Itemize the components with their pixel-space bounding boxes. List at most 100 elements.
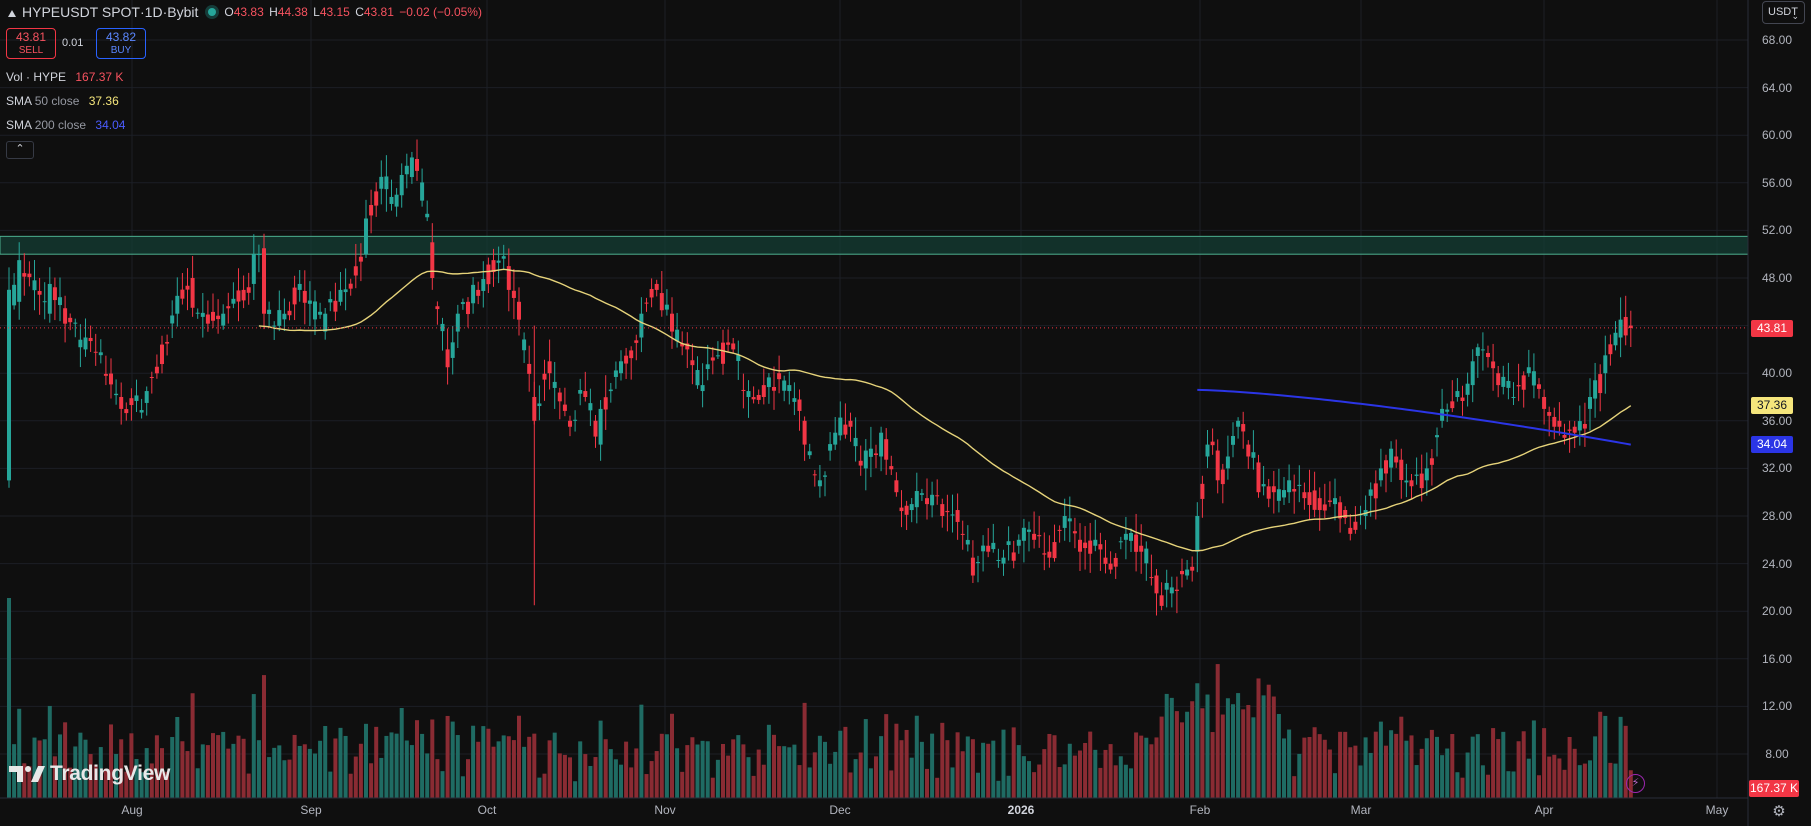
- volume-bar: [970, 739, 975, 798]
- volume-bar: [624, 741, 629, 798]
- volume-bar: [1129, 768, 1133, 798]
- lightning-icon[interactable]: ⚡: [1626, 774, 1645, 793]
- volume-bar: [251, 694, 256, 798]
- collapse-legend-icon[interactable]: [0, 4, 22, 20]
- volume-bar: [358, 743, 363, 798]
- spread-value: 0.01: [62, 37, 84, 49]
- candle-body: [307, 300, 312, 304]
- volume-bar: [904, 729, 909, 798]
- indicator-volume[interactable]: Vol · HYPE 167.37 K: [6, 70, 124, 84]
- volume-bar: [894, 723, 899, 798]
- volume-bar: [78, 732, 83, 798]
- candle-body: [1511, 397, 1516, 398]
- price-tick: 28.00: [1761, 509, 1793, 523]
- candle-body: [914, 491, 919, 508]
- volume-bar: [1287, 729, 1292, 798]
- sell-button[interactable]: 43.81 SELL: [6, 28, 56, 59]
- candle-body: [88, 337, 93, 342]
- volume-bar: [1016, 745, 1021, 798]
- tradingview-logo[interactable]: TradingView: [9, 762, 170, 786]
- volume-bar: [231, 743, 236, 798]
- candle-body: [440, 323, 445, 332]
- volume-bar: [1348, 747, 1353, 798]
- candle-body: [741, 389, 746, 391]
- volume-bar: [1582, 763, 1587, 798]
- candle-body: [175, 295, 180, 314]
- sep-1: ·: [140, 4, 145, 20]
- volume-bar: [522, 746, 527, 798]
- candle-body: [823, 475, 827, 477]
- candle-body: [976, 562, 980, 564]
- indicator-sma50[interactable]: SMA 50 close 37.36: [6, 94, 119, 108]
- candle-body: [394, 194, 399, 207]
- candle-body: [1312, 490, 1317, 510]
- volume-bar: [721, 744, 725, 798]
- candle-body: [190, 278, 195, 308]
- settings-gear-icon[interactable]: ⚙: [1772, 803, 1786, 820]
- volume-bar: [588, 765, 593, 798]
- candle-body: [149, 377, 154, 379]
- candle-body: [1057, 529, 1062, 531]
- volume-bar: [1282, 738, 1286, 798]
- candle-body: [578, 390, 583, 394]
- candle-body: [1338, 502, 1343, 519]
- candle-body: [1547, 412, 1552, 416]
- price-tick: 64.00: [1761, 80, 1793, 95]
- volume-bar: [445, 715, 450, 798]
- buy-button[interactable]: 43.82 BUY: [96, 28, 146, 59]
- candle-body: [1103, 557, 1108, 564]
- volume-bar: [868, 768, 873, 798]
- candle-body: [1455, 391, 1460, 397]
- candle-body: [241, 289, 246, 301]
- volume-bar: [955, 732, 960, 798]
- candle-body: [874, 453, 878, 456]
- time-tick: Nov: [654, 803, 676, 817]
- candle-body: [542, 373, 547, 380]
- interval[interactable]: 1D: [144, 4, 163, 20]
- volume-bar: [98, 747, 103, 798]
- volume-bar: [797, 765, 802, 798]
- volume-bar: [481, 726, 486, 798]
- volume-bar: [1552, 754, 1557, 798]
- volume-bar: [180, 741, 185, 798]
- candle-body: [782, 380, 787, 391]
- candle-body: [930, 494, 935, 506]
- currency-selector[interactable]: USDT ⌄: [1762, 1, 1805, 24]
- candle-body: [323, 313, 328, 332]
- candle-body: [731, 343, 736, 350]
- volume-bar: [1343, 731, 1348, 798]
- candle-body: [1399, 459, 1404, 481]
- candle-body: [833, 432, 838, 445]
- volume-bar: [940, 722, 945, 798]
- candle-body: [1134, 534, 1139, 552]
- candle-body: [195, 312, 200, 314]
- volume-bar: [858, 752, 863, 798]
- volume-bar: [1195, 683, 1200, 798]
- volume-bar: [1424, 738, 1429, 798]
- collapse-indicators-button[interactable]: ⌃: [6, 141, 34, 159]
- volume-bar: [460, 776, 465, 798]
- candle-body: [680, 343, 685, 347]
- volume-bar: [613, 759, 618, 798]
- volume-bar: [1113, 765, 1118, 798]
- symbol-name[interactable]: HYPEUSDT SPOT: [22, 4, 140, 20]
- candle-body: [1139, 545, 1144, 552]
- exchange-name[interactable]: Bybit: [167, 4, 199, 20]
- open-value: 43.83: [233, 5, 264, 19]
- volume-bar: [139, 772, 144, 798]
- indicator-sma200[interactable]: SMA 200 close 34.04: [6, 118, 126, 132]
- volume-bar: [1618, 716, 1623, 798]
- candle-body: [1394, 456, 1399, 463]
- candle-body: [1149, 577, 1154, 579]
- volume-bar: [766, 724, 771, 798]
- volume-bar: [134, 759, 139, 798]
- volume-bar: [154, 735, 159, 798]
- volume-bar: [292, 734, 297, 798]
- sma200-price-label: 34.04: [1751, 436, 1793, 454]
- candle-body: [353, 266, 358, 276]
- candle-body: [1083, 542, 1088, 549]
- time-tick: Apr: [1534, 803, 1554, 817]
- volume-bar: [1470, 736, 1475, 798]
- volume-bar: [1057, 767, 1062, 798]
